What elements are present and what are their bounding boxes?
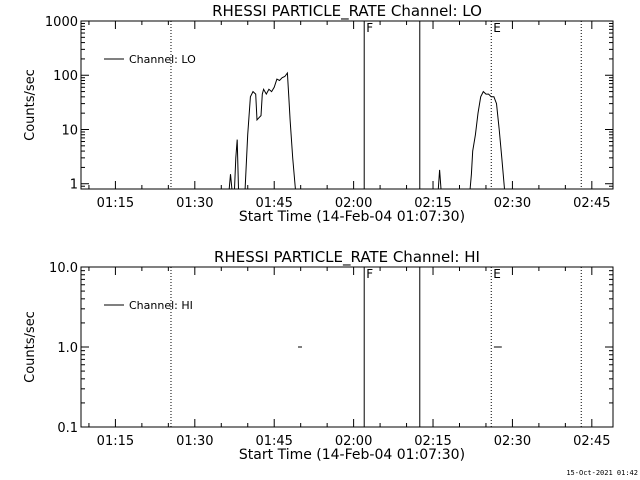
y-tick-label: 1.0 <box>57 341 78 356</box>
event-marker-label: F <box>366 21 373 35</box>
event-marker-label: F <box>366 267 373 281</box>
series-line <box>437 169 442 190</box>
chart-title: RHESSI PARTICLE_RATE Channel: LO <box>212 2 482 21</box>
x-tick-label: 02:30 <box>494 434 531 449</box>
series-line <box>234 139 239 190</box>
legend-label: Channel: HI <box>129 299 193 312</box>
chart-title: RHESSI PARTICLE_RATE Channel: HI <box>214 248 480 267</box>
x-tick-label: 01:30 <box>176 196 213 211</box>
chart-panel-1: RHESSI PARTICLE_RATE Channel: HI Start Ti… <box>23 248 614 463</box>
footer-timestamp: 15-Oct-2021 01:42 <box>566 469 638 477</box>
series-line <box>469 90 505 190</box>
y-axis-label: Counts/sec <box>23 311 38 383</box>
y-tick-label: 1000 <box>45 15 78 30</box>
x-tick-label: 01:15 <box>97 434 134 449</box>
chart-panel-0: RHESSI PARTICLE_RATE Channel: LO Start Ti… <box>23 2 614 225</box>
x-tick-label: 01:45 <box>255 434 292 449</box>
x-tick-label: 01:15 <box>97 196 134 211</box>
legend-label: Channel: LO <box>129 53 196 66</box>
y-tick-label: 0.1 <box>57 421 78 436</box>
y-tick-label: 1 <box>70 178 78 193</box>
x-tick-label: 02:15 <box>414 434 451 449</box>
y-tick-label: 10 <box>61 123 78 138</box>
x-axis-label: Start Time (14-Feb-04 01:07:30) <box>239 447 465 463</box>
x-tick-label: 02:45 <box>573 196 610 211</box>
series-line <box>228 174 233 190</box>
x-tick-label: 02:15 <box>414 196 451 211</box>
x-tick-label: 01:30 <box>176 434 213 449</box>
y-tick-label: 10.0 <box>49 261 78 276</box>
event-marker-label: E <box>493 267 501 281</box>
event-marker-label: E <box>493 21 501 35</box>
x-tick-label: 02:45 <box>573 434 610 449</box>
x-tick-label: 02:30 <box>494 196 531 211</box>
plot-frame <box>80 266 614 428</box>
series-line <box>244 71 296 190</box>
plot-frame <box>80 20 614 190</box>
y-axis-label: Counts/sec <box>23 69 38 141</box>
x-axis-label: Start Time (14-Feb-04 01:07:30) <box>239 209 465 225</box>
x-tick-label: 02:00 <box>335 434 372 449</box>
y-tick-label: 100 <box>53 69 78 84</box>
x-tick-label: 01:45 <box>255 196 292 211</box>
x-tick-label: 02:00 <box>335 196 372 211</box>
